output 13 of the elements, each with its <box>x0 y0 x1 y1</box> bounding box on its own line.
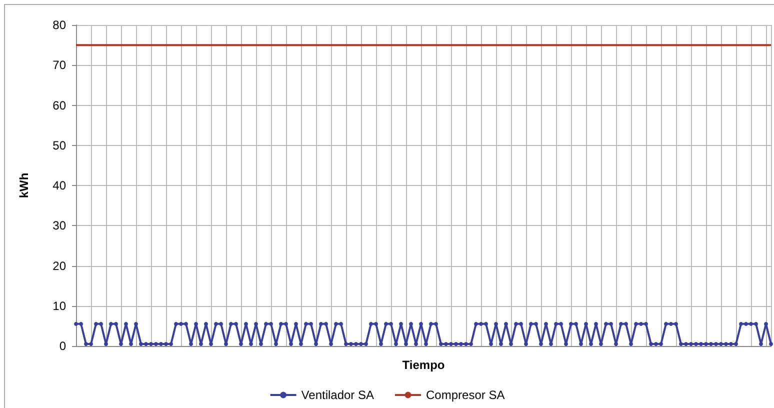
y-tick-label: 20 <box>52 258 66 273</box>
y-tick-label: 70 <box>52 58 66 72</box>
y-axis-title: kWh <box>17 172 31 198</box>
y-tick-label: 40 <box>52 178 66 192</box>
x-axis-title: Tiempo <box>402 358 445 372</box>
y-tick-label: 10 <box>52 298 66 313</box>
legend-label: Ventilador SA <box>301 388 374 402</box>
y-tick-label: 60 <box>52 98 66 112</box>
y-tick-label: 0 <box>59 339 66 353</box>
y-tick-label: 80 <box>52 18 66 32</box>
legend-label: Compresor SA <box>426 388 505 402</box>
y-tick-label: 30 <box>52 218 66 233</box>
y-tick-label: 50 <box>52 138 66 152</box>
